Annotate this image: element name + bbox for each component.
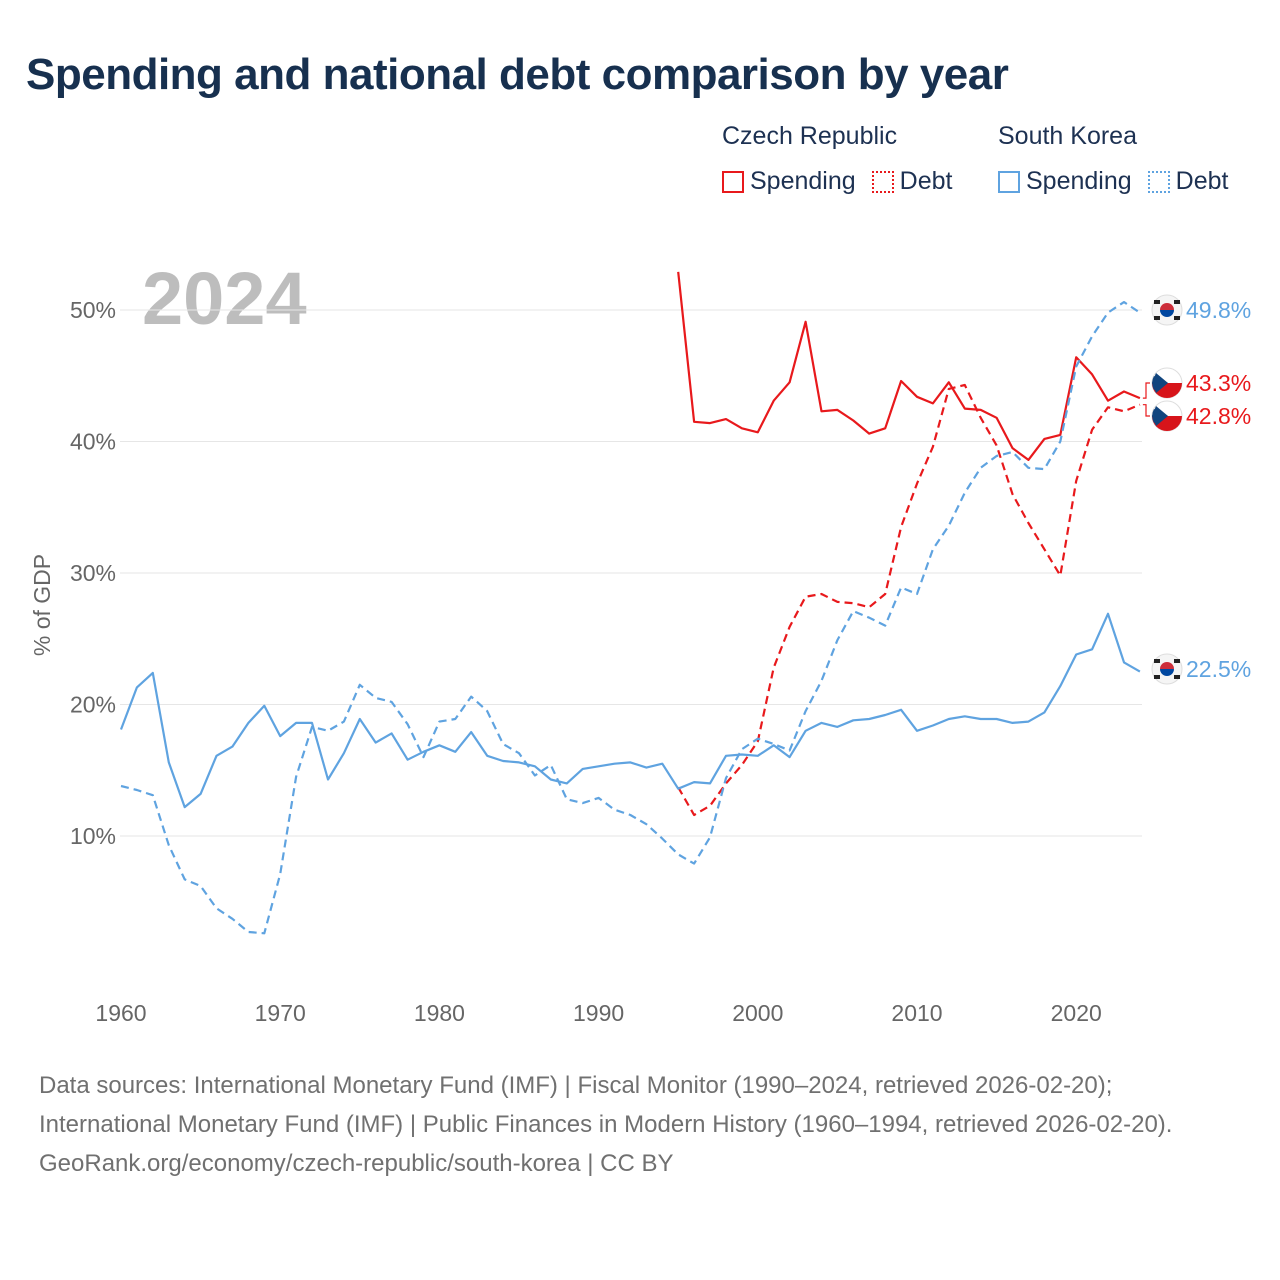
series-end-label: 49.8% — [1186, 297, 1251, 323]
legend-label: Spending — [1026, 167, 1132, 195]
korea-flag-red-icon — [1160, 662, 1174, 669]
czech-flag-wedge-icon — [1152, 376, 1168, 390]
x-tick-label: 2010 — [891, 1000, 942, 1026]
legend-item-korea-spending[interactable]: Spending — [998, 167, 1132, 196]
legend-swatch-dotted-icon — [1147, 170, 1170, 193]
korea-flag-trigram-icon — [1174, 659, 1180, 663]
y-tick-label: 20% — [70, 692, 116, 718]
legend-group-korea: South Korea Spending Debt — [998, 122, 1228, 196]
y-tick-label: 40% — [70, 429, 116, 455]
korea-flag-trigram-icon — [1154, 659, 1160, 663]
korea-flag-red-icon — [1160, 303, 1174, 310]
korea-flag-trigram-icon — [1154, 675, 1160, 679]
attribution[interactable]: GeoRank.org/economy/czech-republic/south… — [39, 1150, 674, 1177]
korea-flag-trigram-icon — [1154, 316, 1160, 320]
y-tick-label: 10% — [70, 823, 116, 849]
legend-swatch-solid-icon — [722, 170, 744, 193]
label-connector — [1142, 382, 1150, 399]
x-tick-label: 2000 — [732, 1000, 783, 1026]
korea-flag-trigram-icon — [1174, 316, 1180, 320]
legend-label: Debt — [899, 167, 953, 195]
legend-item-korea-debt[interactable]: Debt — [1147, 167, 1229, 196]
x-tick-label: 1980 — [414, 1000, 465, 1026]
series-line-south-korea-spending — [119, 612, 1141, 809]
series-line-czech-republic-spending — [677, 271, 1141, 461]
korea-flag-blue-icon — [1160, 669, 1174, 676]
x-tick-label: 1970 — [255, 1000, 306, 1026]
series-end-label: 43.3% — [1186, 370, 1251, 396]
legend-swatch-dotted-icon — [871, 170, 894, 193]
series-end-label: 42.8% — [1186, 403, 1251, 429]
label-connector — [1142, 404, 1150, 417]
korea-flag-trigram-icon — [1174, 675, 1180, 679]
korea-flag-blue-icon — [1160, 310, 1174, 317]
y-tick-label: 50% — [70, 297, 116, 323]
legend-country-korea: South Korea — [998, 122, 1137, 150]
legend-country-czech: Czech Republic — [722, 122, 898, 150]
series-line-czech-republic-debt — [677, 383, 1141, 817]
series-end-label: 22.5% — [1186, 656, 1251, 682]
legend-swatch-solid-icon — [998, 170, 1020, 193]
chart-title: Spending and national debt comparison by… — [26, 50, 1009, 99]
x-tick-label: 2020 — [1051, 1000, 1102, 1026]
x-tick-label: 1990 — [573, 1000, 624, 1026]
legend-label: Spending — [750, 167, 856, 195]
czech-flag-wedge-icon — [1152, 409, 1168, 423]
data-sources: Data sources: International Monetary Fun… — [39, 1072, 1173, 1138]
x-tick-label: 1960 — [95, 1000, 146, 1026]
line-chart: 2024 10% 20% 30% 40% 50% 1960 1970 1980 1990 2000 2… — [29, 257, 1251, 1026]
footer: Data sources: International Monetary Fun… — [39, 1066, 1249, 1183]
y-axis-label: % of GDP — [29, 554, 55, 656]
series-line-south-korea-debt — [120, 301, 1141, 935]
legend-group-czech: Czech Republic Spending Debt — [722, 122, 952, 196]
y-tick-label: 30% — [70, 560, 116, 586]
legend-item-czech-spending[interactable]: Spending — [722, 167, 856, 196]
year-watermark: 2024 — [142, 257, 307, 340]
legend-label: Debt — [1175, 167, 1229, 195]
legend-item-czech-debt[interactable]: Debt — [871, 167, 953, 196]
korea-flag-trigram-icon — [1174, 300, 1180, 304]
korea-flag-trigram-icon — [1154, 300, 1160, 304]
